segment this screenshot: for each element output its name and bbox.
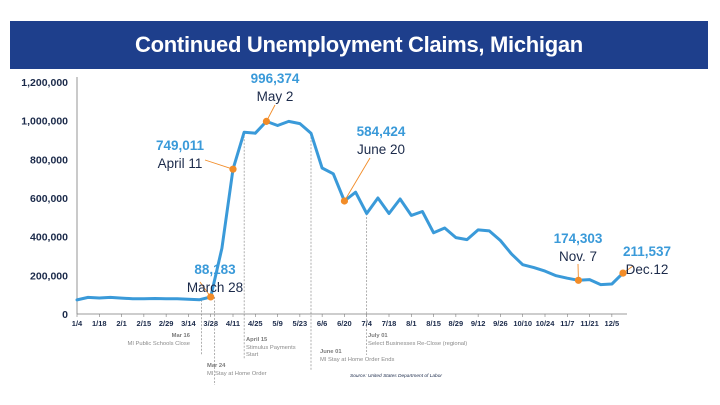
x-tick-label: 12/5	[605, 319, 620, 328]
event-text: Start	[246, 352, 259, 358]
x-tick-label: 8/1	[406, 319, 416, 328]
data-label-value: 749,011	[156, 138, 205, 153]
x-tick-label: 2/29	[159, 319, 174, 328]
y-tick-label: 200,000	[30, 270, 68, 282]
data-label-date: Nov. 7	[559, 249, 597, 264]
event-text: MI Stay at Home Order	[207, 371, 267, 377]
event-text: Stimulus Payments	[246, 345, 296, 351]
data-label-date: March 28	[187, 280, 243, 295]
highlight-marker	[229, 165, 237, 173]
data-label-date: May 2	[257, 89, 294, 104]
x-tick-label: 6/6	[317, 319, 327, 328]
x-tick-label: 4/25	[248, 319, 263, 328]
data-label-date: June 20	[357, 142, 405, 157]
y-tick-label: 0	[62, 309, 68, 321]
data-label-date: April 11	[158, 156, 203, 171]
data-label-date: Dec.12	[626, 262, 669, 277]
event-date: June 01	[320, 349, 342, 355]
event-text: MI Public Schools Close	[127, 341, 190, 347]
event-date: April 15	[246, 337, 268, 343]
source-note: Source: United States Department of Labo…	[350, 373, 442, 379]
data-label-value: 88,183	[194, 262, 236, 277]
event-date: July 01	[368, 333, 388, 339]
leader-line	[204, 159, 234, 170]
data-label-value: 996,374	[251, 71, 300, 86]
x-tick-label: 8/29	[449, 319, 464, 328]
x-tick-label: 10/24	[536, 319, 556, 328]
y-tick-label: 800,000	[30, 154, 68, 166]
data-label-value: 211,537	[623, 244, 671, 259]
y-tick-label: 400,000	[30, 232, 68, 244]
x-tick-label: 9/12	[471, 319, 486, 328]
highlight-marker	[340, 197, 349, 205]
x-tick-label: 8/15	[426, 319, 441, 328]
x-tick-label: 5/23	[293, 319, 308, 328]
x-tick-label: 5/9	[272, 319, 282, 328]
y-tick-label: 1,000,000	[21, 116, 68, 128]
series-line	[75, 119, 625, 302]
event-text: MI Stay at Home Order Ends	[320, 357, 395, 363]
x-tick-label: 4/11	[226, 319, 240, 328]
x-tick-label: 3/28	[203, 319, 218, 328]
event-date: Mar 16	[172, 333, 191, 339]
x-tick-label: 10/10	[513, 319, 532, 328]
x-tick-label: 11/21	[580, 319, 598, 328]
x-tick-label: 6/20	[337, 319, 352, 328]
highlight-marker	[619, 269, 627, 277]
event-text: Select Businesses Re-Close (regional)	[368, 341, 467, 347]
x-tick-label: 3/14	[181, 319, 196, 328]
event-date: Mar 24	[207, 363, 226, 369]
x-tick-label: 2/1	[116, 319, 126, 328]
x-tick-label: 2/15	[137, 319, 152, 328]
x-tick-label: 9/26	[493, 319, 508, 328]
data-label-value: 584,424	[357, 124, 406, 139]
x-tick-label: 11/7	[560, 319, 574, 328]
chart-title: Continued Unemployment Claims, Michigan	[135, 32, 583, 57]
y-tick-label: 1,200,000	[21, 77, 68, 89]
x-tick-label: 7/18	[382, 319, 397, 328]
x-tick-label: 1/18	[92, 319, 107, 328]
title-banner: Continued Unemployment Claims, Michigan	[10, 21, 708, 69]
x-tick-label: 7/4	[361, 319, 372, 328]
highlight-marker	[574, 276, 583, 284]
leader-line	[344, 157, 371, 202]
y-tick-label: 600,000	[30, 193, 68, 205]
x-tick-label: 1/4	[72, 319, 83, 328]
highlight-marker	[262, 117, 271, 125]
data-label-value: 174,303	[554, 231, 603, 246]
highlight-marker	[207, 293, 215, 301]
